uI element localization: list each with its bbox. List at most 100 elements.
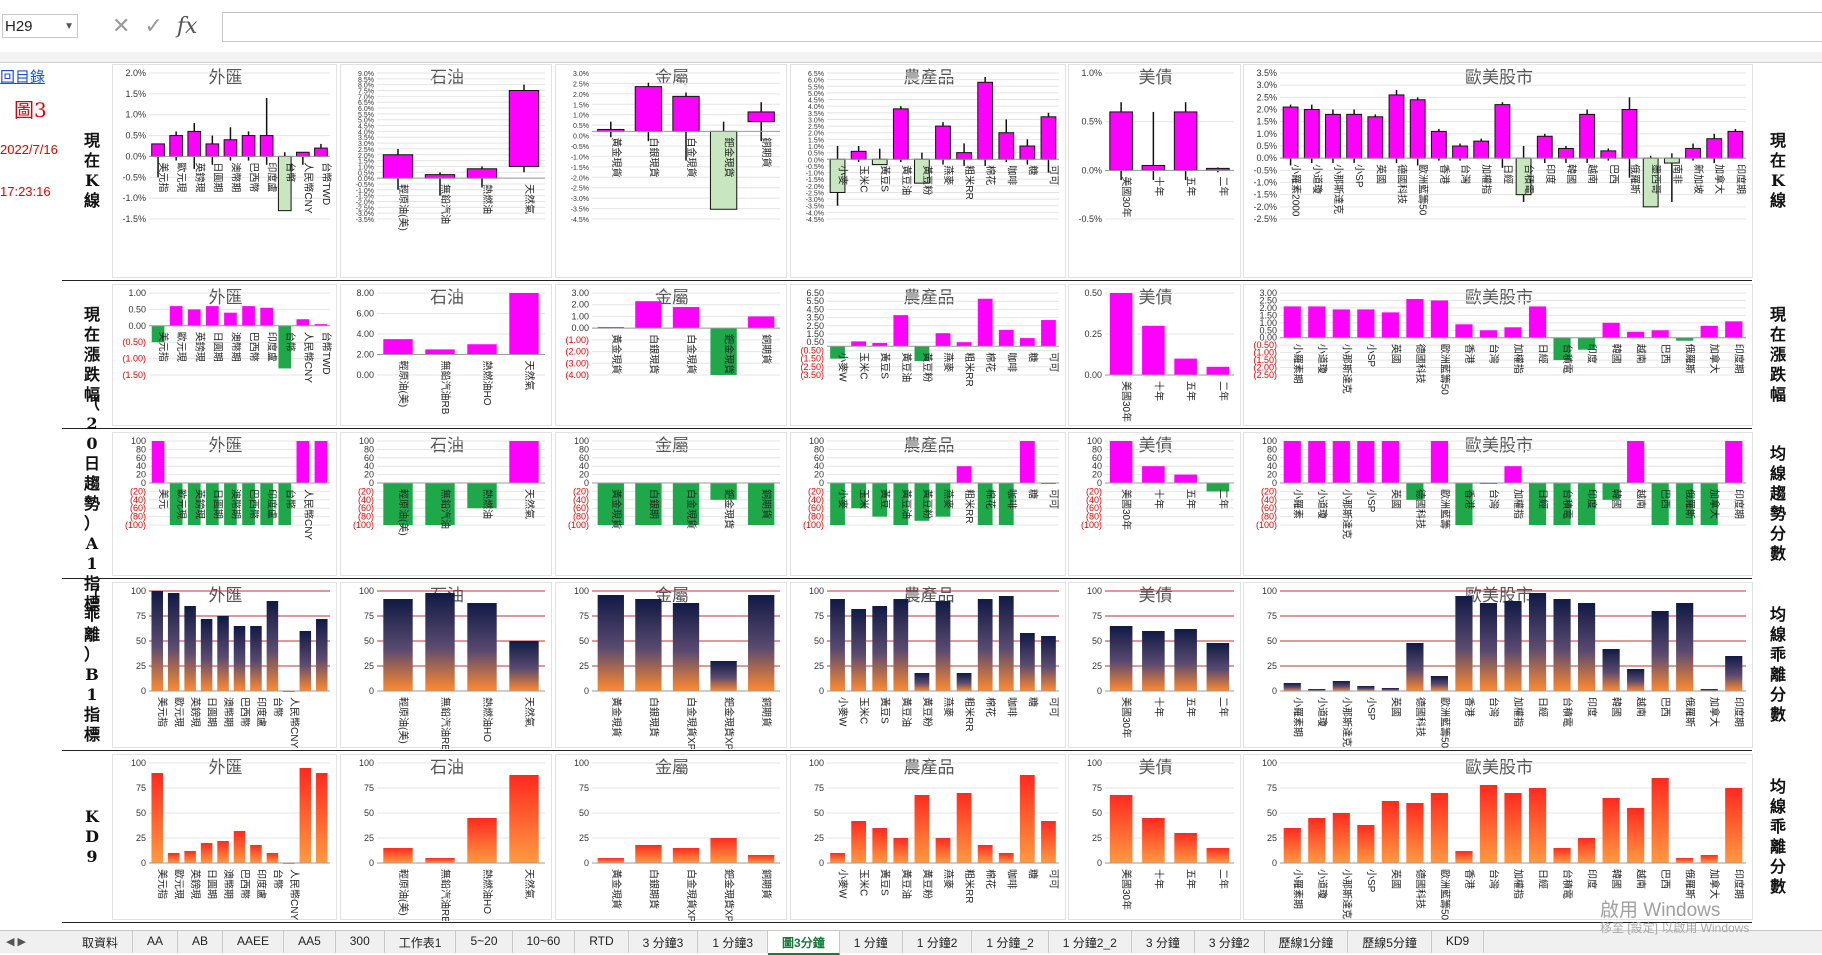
x-category-label: 熱燃油HO <box>481 697 494 742</box>
chart-panel-美債[interactable]: 美債 1.0% 0.5% 0.0% -0.5% 美國30年 十年 五年 二年 <box>1068 64 1241 278</box>
y-tick-label: 25 <box>814 833 824 843</box>
y-tick-label: 25 <box>136 661 146 671</box>
sheet-tab[interactable]: 3 分鐘2 <box>1195 931 1265 953</box>
x-category-label: 黃豆S <box>879 869 892 896</box>
bar <box>167 853 180 863</box>
chart-panel-金屬[interactable]: 金屬 100 75 50 25 0 黃金現貨 白銀現貨 白金現貨XPT 鈀金現貨XPD 銅期貨 <box>555 582 787 758</box>
chart-title: 石油 <box>430 288 464 307</box>
candle-body <box>1663 157 1680 164</box>
x-category-label: 輕原油(美) <box>397 489 410 536</box>
x-category-label: 台幣 <box>284 162 297 182</box>
y-tick-label: 0.0% <box>358 176 374 183</box>
x-category-label: 黃豆S <box>879 165 892 192</box>
bar <box>1602 322 1620 338</box>
chart-panel-外匯[interactable]: 外匯 100 75 50 25 0 美元指 歐元現 英鎊現 日圓期 澳幣期 巴西幣 印度盧 台幣 人民幣CN… <box>112 582 337 748</box>
bar <box>224 483 237 525</box>
chart-panel-歐美股市[interactable]: 歐美股市 100 75 50 25 0 小羅素期 小道瓊 小那斯達克 小SP 英國 德國科技 歐洲藍籌5… <box>1243 582 1753 749</box>
y-tick-label: 25 <box>579 833 589 843</box>
chart-panel-金屬[interactable]: 金屬 3.0% 2.5% 2.0% 1.5% 1.0% 0.5% 0.0% -0.5% -1.0%… <box>555 64 787 278</box>
chart-panel-美債[interactable]: 美債 100 75 50 25 0 美國30年 十年 五年 二年 <box>1068 582 1241 748</box>
chart-title: 外匯 <box>209 758 243 777</box>
x-category-label: 新加坡 <box>1692 164 1705 194</box>
bar <box>151 441 165 483</box>
sheet-tab[interactable]: 1 分鐘3 <box>698 931 769 953</box>
chart-panel-農產品[interactable]: 農產品 100 80 60 40 20 0 (20) (40) (60) (80) (100) 小麥 玉米… <box>790 432 1066 576</box>
chart-panel-農產品[interactable]: 農產品 100 75 50 25 0 小麥W 玉米C 黃豆S 黃豆油 黃豆粉 燕麥 粗米RR 棉花 咖啡糖可… <box>790 582 1066 748</box>
sheet-tab[interactable]: 工作表1 <box>385 931 457 953</box>
y-tick-label: 1.0% <box>125 110 146 120</box>
name-box[interactable]: H29 ▼ <box>2 14 78 38</box>
sheet-tab[interactable]: 歷線5分鐘 <box>1348 931 1432 953</box>
x-category-label: 咖啡 <box>1005 352 1017 372</box>
sheet-tab[interactable]: 300 <box>336 931 385 953</box>
y-tick-label: (0.50) <box>1253 340 1277 350</box>
bar <box>425 593 455 691</box>
chart-panel-歐美股市[interactable]: 歐美股市 3.5% 3.0% 2.5% 2.0% 1.5% 1.0% 0.5% 0.0% -0.5… <box>1243 64 1753 278</box>
back-to-index-link[interactable]: 回目錄 <box>0 69 46 86</box>
sheet-tab[interactable]: 1 分鐘2_2 <box>1049 931 1132 953</box>
chart-panel-外匯[interactable]: 外匯 100 80 60 40 20 0 (20) (40) (60) (80) (100) 美元 歐元現… <box>112 432 337 576</box>
chart-panel-歐美股市[interactable]: 歐美股市 100 80 60 40 20 0 (20) (40) (60) (80) (100) 小羅素… <box>1243 432 1753 576</box>
chart-panel-金屬[interactable]: 金屬 100 80 60 40 20 0 (20) (40) (60) (80) (100) 黃金現貨 白… <box>555 432 787 576</box>
chart-title: 農產品 <box>904 436 955 455</box>
chart-panel-美債[interactable]: 美債 0.50 0.25 0.00 美國30年 十年 五年 二年 <box>1068 284 1241 426</box>
sheet-tab[interactable]: AA <box>133 931 179 953</box>
row-divider <box>62 280 1752 281</box>
x-category-label: 人民幣CNY <box>302 162 314 213</box>
x-category-label: 燕麥 <box>942 697 955 717</box>
y-tick-label: (100) <box>125 520 146 530</box>
chart-panel-石油[interactable]: 石油 8.00 6.00 4.00 2.00 0.00 輕原油(美) 無鉛汽油RB 熱燃油HO 天… <box>340 284 552 426</box>
chart-panel-金屬[interactable]: 金屬 100 75 50 25 0 黃金現貨 白銀期貨 白金現貨XPT 鈀金現貨XPD 銅期貨 <box>555 754 787 930</box>
sheet-tab[interactable]: 3 分鐘3 <box>629 931 699 953</box>
sheet-tab[interactable]: 3 分鐘 <box>1132 931 1195 953</box>
sheet-tab[interactable]: 圖3分鐘 <box>768 931 840 955</box>
sheet-tab[interactable]: KD9 <box>1432 931 1485 953</box>
sheet-tab[interactable]: 1 分鐘2 <box>903 931 973 953</box>
x-category-label: 日經 <box>1501 164 1514 184</box>
sheet-tab[interactable]: AA5 <box>284 931 336 953</box>
bar <box>597 483 624 525</box>
chart-panel-農產品[interactable]: 農產品 6.5% 6.0% 5.5% 5.0% 4.5% 4.0% 3.5% 3.0% 2.5% 2… <box>790 64 1066 278</box>
chart-panel-歐美股市[interactable]: 歐美股市 100 75 50 25 0 小羅素期 小道瓊 小那斯達克 小SP 英國 德國科技 歐洲藍籌5… <box>1243 754 1753 921</box>
chart-panel-農產品[interactable]: 農產品 100 75 50 25 0 小麥W 玉米C 黃豆S 黃豆油 黃豆粉 燕麥 粗米RR 棉花 咖啡糖可… <box>790 754 1066 920</box>
sheet-tab[interactable]: AB <box>178 931 224 953</box>
sheet-tab[interactable]: 10~60 <box>513 931 576 953</box>
bar <box>1627 331 1645 338</box>
confirm-icon[interactable]: ✓ <box>144 13 163 38</box>
y-tick-label: 50 <box>1092 636 1102 646</box>
chart-panel-金屬[interactable]: 金屬 3.00 2.00 1.00 0.00 (1.00) (2.00) (3.00) (4.0… <box>555 284 787 426</box>
chart-panel-美債[interactable]: 美債 100 75 50 25 0 美國30年 十年 五年 二年 <box>1068 754 1241 920</box>
x-category-label: 歐洲藍籌50 <box>1438 697 1451 749</box>
sheet-tab[interactable]: 1 分鐘 <box>840 931 903 953</box>
sheet-tab[interactable]: 1 分鐘_2 <box>972 931 1049 953</box>
chevron-down-icon[interactable]: ▼ <box>64 21 74 32</box>
formula-input[interactable] <box>222 12 1822 42</box>
chart-title: 石油 <box>430 436 464 455</box>
cancel-icon[interactable]: ✕ <box>112 13 131 38</box>
chart-panel-美債[interactable]: 美債 100 80 60 40 20 0 (20) (40) (60) (80) (100) 美國30年… <box>1068 432 1241 576</box>
chart-panel-外匯[interactable]: 外匯 100 75 50 25 0 美元指 歐元現 英鎊現 日圓期 澳幣期 巴西幣 印度盧 台幣 人民幣CN… <box>112 754 337 920</box>
chart-panel-歐美股市[interactable]: 歐美股市 3.00 2.50 2.00 1.50 1.00 0.50 0.00 (0.50) (1… <box>1243 284 1753 426</box>
x-category-label: 天然氣 <box>523 184 536 214</box>
candle-body <box>508 90 540 167</box>
chart-title: 金屬 <box>655 436 689 455</box>
chart-panel-外匯[interactable]: 外匯 1.00 0.50 0.00 (0.50) (1.00) (1.50) 美元指 歐元現 英鎊… <box>112 284 337 426</box>
sheet-tab[interactable]: AAEE <box>223 931 285 953</box>
tab-scroll-arrows[interactable]: ◀ ▶ <box>6 936 26 948</box>
chart-panel-農產品[interactable]: 農產品 6.50 5.50 4.50 3.50 2.50 1.50 0.50 (0.50) (1.… <box>790 284 1066 426</box>
sheet-tab[interactable]: 歷線1分鐘 <box>1265 931 1349 953</box>
chart-panel-石油[interactable]: 石油 100 80 60 40 20 0 (20) (40) (60) (80) (100) 輕原油(美… <box>340 432 552 576</box>
sheet-tab[interactable]: 取資料 <box>68 931 134 953</box>
chart-panel-外匯[interactable]: 外匯 2.0% 1.5% 1.0% 0.5% 0.0% -0.5% -1.0% -1.5% 美元指… <box>112 64 337 278</box>
chart-title: 歐美股市 <box>1465 586 1533 605</box>
chart-panel-石油[interactable]: 石油 9.0% 8.5% 8.0% 7.5% 7.0% 6.5% 6.0% 5.5% 5.0% 4.… <box>340 64 552 278</box>
insert-function-icon[interactable]: fx <box>176 13 198 39</box>
sheet-tab[interactable]: RTD <box>575 931 629 953</box>
bar <box>1430 300 1449 338</box>
y-tick-label: (3.50) <box>800 370 824 380</box>
sheet-tab[interactable]: 5~20 <box>456 931 513 953</box>
candle-body <box>1558 147 1574 159</box>
y-tick-label: (40) <box>358 495 374 505</box>
